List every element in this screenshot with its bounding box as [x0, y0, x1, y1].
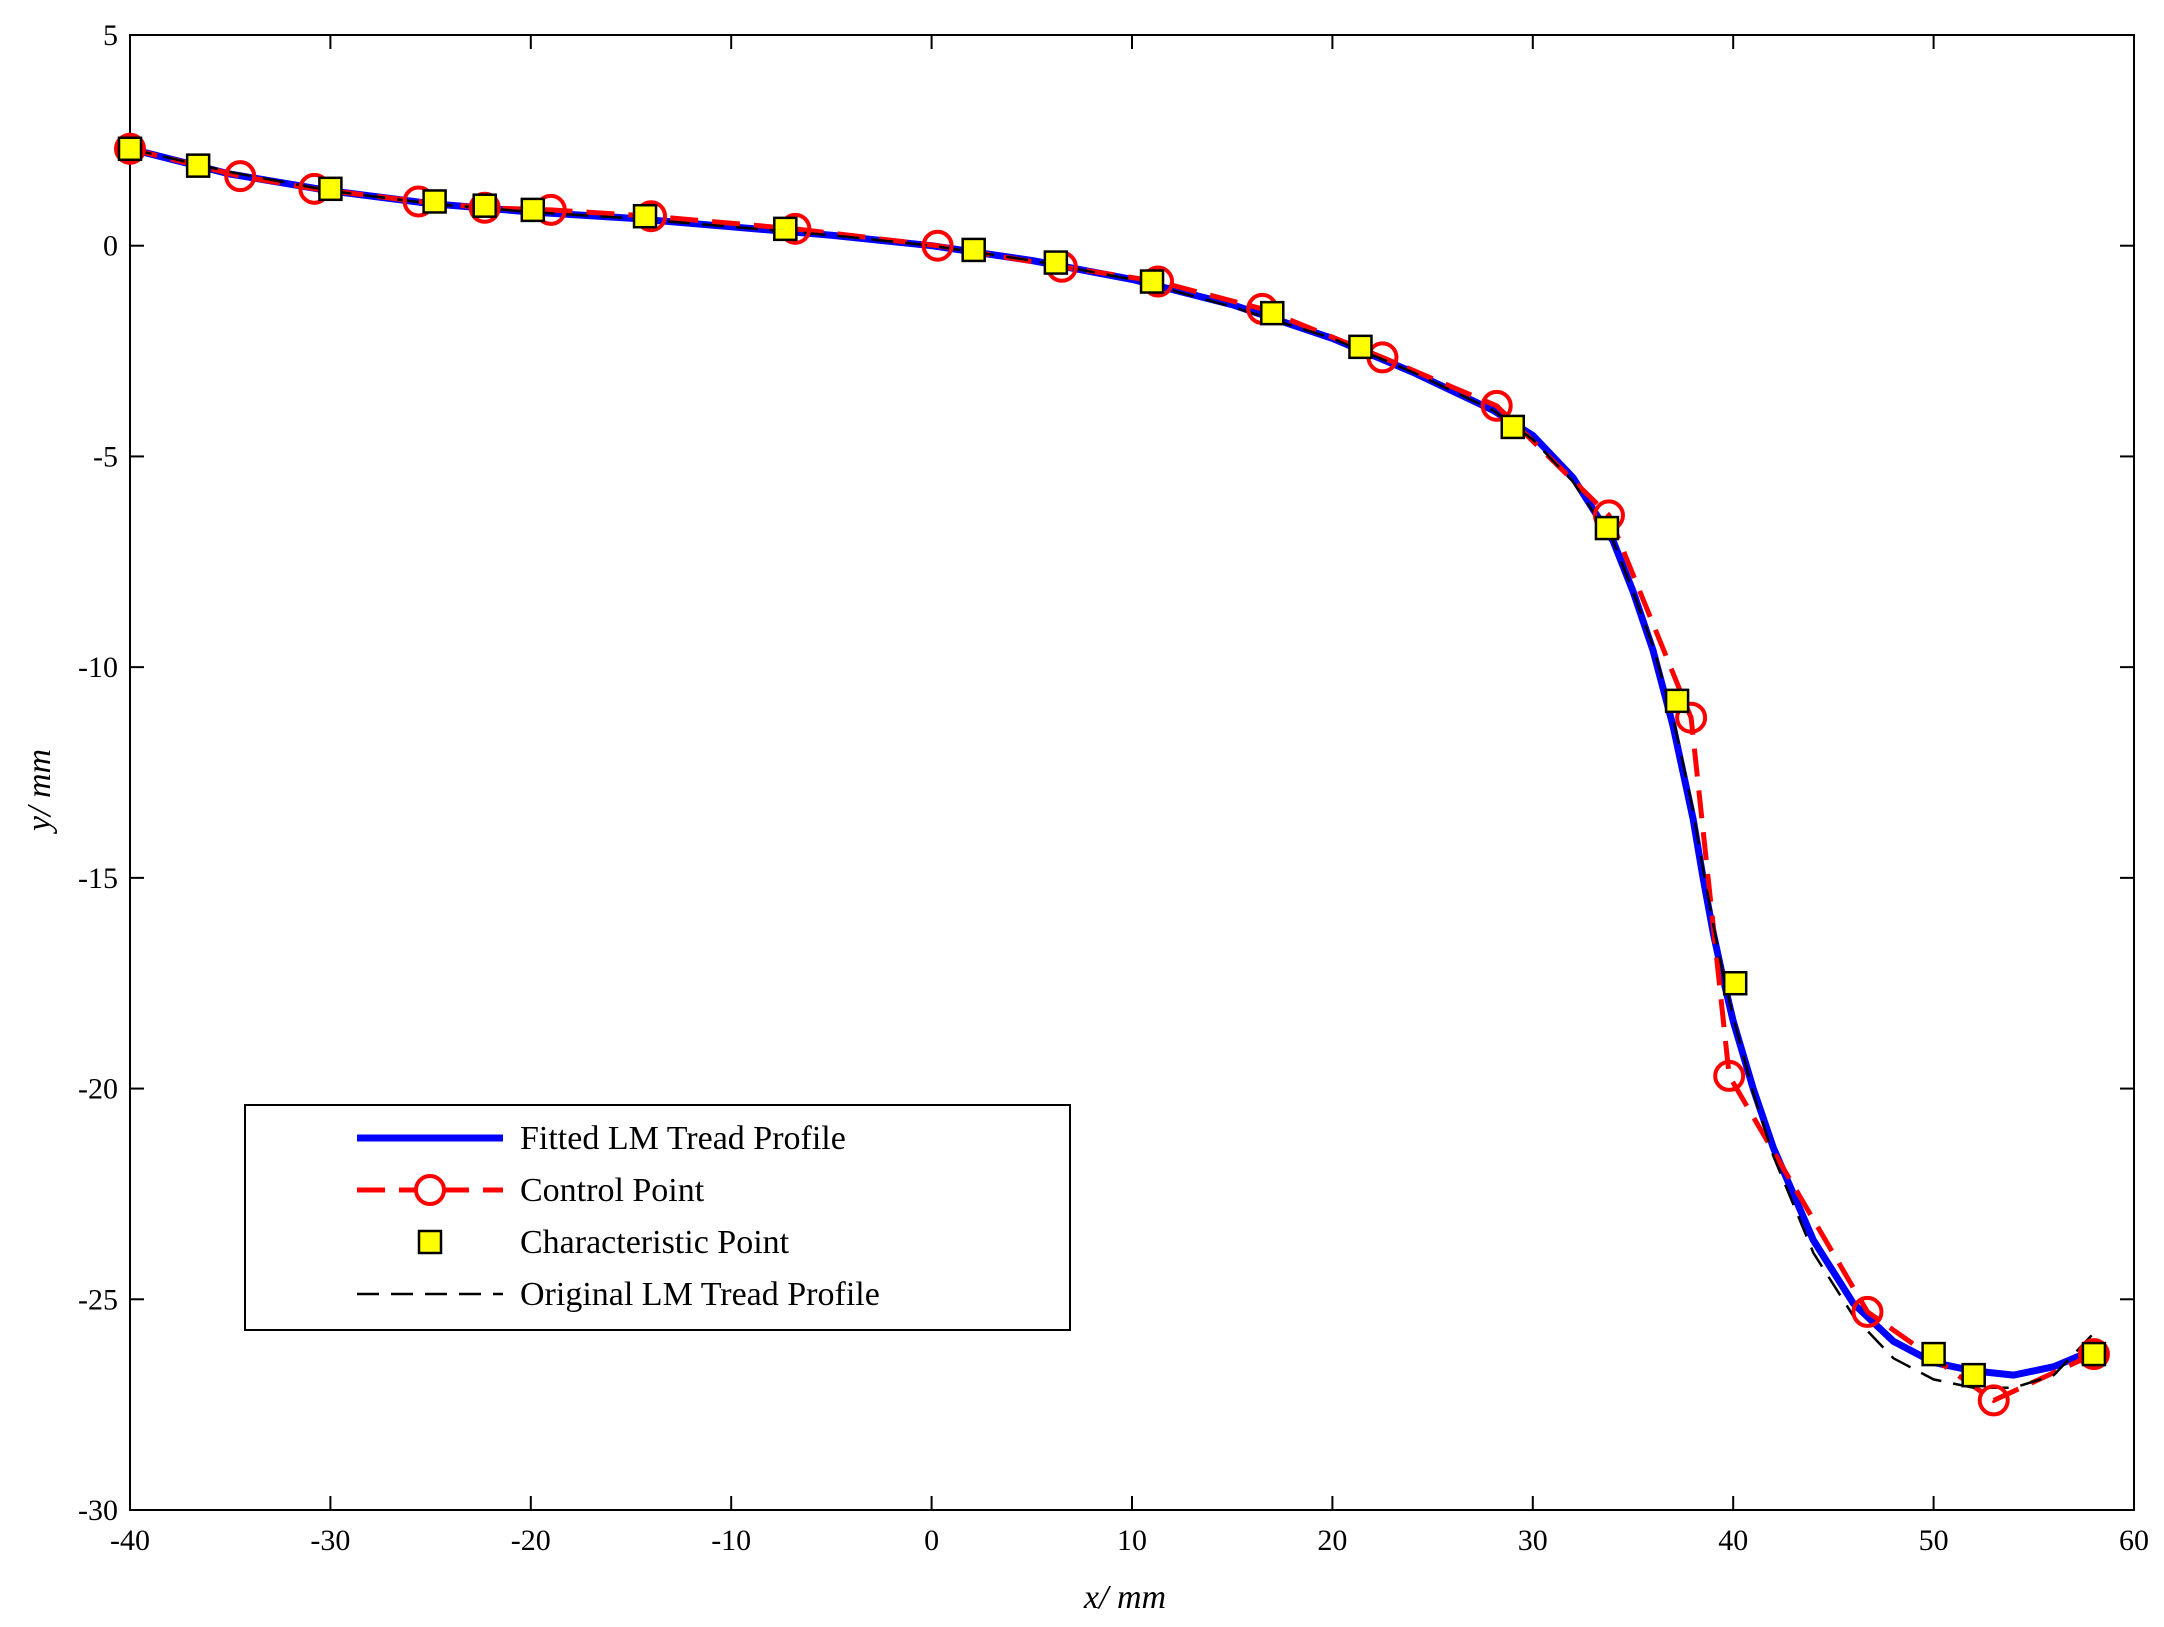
legend-entry-label: Original LM Tread Profile [520, 1276, 880, 1313]
control-point-marker [224, 160, 257, 193]
characteristic-point-marker [1348, 334, 1373, 360]
characteristic-point-marker [472, 193, 497, 218]
series-original-line [129, 147, 2095, 1390]
legend-entry-label: Fitted LM Tread Profile [520, 1120, 846, 1157]
x-tick-label: 60 [2119, 1524, 2149, 1557]
y-tick-label: -25 [78, 1283, 118, 1316]
legend-box [244, 1104, 1071, 1331]
control-point-marker [921, 229, 954, 262]
characteristic-point-marker [185, 153, 211, 178]
legend-entry-label: Control Point [520, 1172, 705, 1209]
characteristic-point-marker [1594, 515, 1620, 541]
x-tick-label: 30 [1518, 1524, 1548, 1557]
characteristic-point-marker [1664, 688, 1690, 714]
x-tick-label: 50 [1919, 1524, 1949, 1557]
y-tick-label: -15 [78, 862, 118, 895]
y-tick-label: 0 [103, 230, 118, 263]
x-tick-label: -30 [310, 1524, 350, 1557]
characteristic-point-marker [1961, 1362, 1986, 1388]
characteristic-point-marker [1043, 250, 1069, 275]
characteristic-point-marker [961, 237, 986, 263]
y-tick-label: -20 [78, 1073, 118, 1106]
control-point-marker [114, 132, 146, 165]
series-layer [114, 132, 2110, 1417]
characteristic-point-marker [632, 203, 658, 229]
characteristic-point-marker [422, 189, 447, 214]
characteristic-point-marker [117, 136, 143, 162]
x-tick-label: -10 [711, 1524, 751, 1557]
legend: Fitted LM Tread Profile Control Point Char… [244, 1104, 1071, 1331]
legend-swatch-control-marker [414, 1174, 446, 1206]
x-tick-label: -40 [110, 1524, 150, 1557]
y-tick-label: -10 [78, 651, 118, 684]
y-tick-label: -30 [78, 1494, 118, 1527]
x-tick-label: 10 [1117, 1524, 1147, 1557]
control-point-marker [1851, 1295, 1884, 1328]
x-tick-label: 40 [1718, 1524, 1748, 1557]
control-point-marker [2077, 1338, 2110, 1371]
y-tick-label: 5 [103, 19, 118, 52]
characteristic-point-marker [1500, 414, 1526, 440]
characteristic-point-marker [1921, 1341, 1946, 1367]
characteristic-point-marker [1139, 269, 1165, 294]
control-point-marker [1675, 701, 1708, 734]
y-tick-label: -5 [93, 440, 118, 473]
x-axis-label: x/ mm [1083, 1579, 1166, 1616]
characteristic-point-marker [2081, 1341, 2107, 1367]
control-point-marker [1977, 1384, 2010, 1417]
x-tick-label: 0 [924, 1524, 939, 1557]
x-tick-label: 20 [1317, 1524, 1347, 1557]
ticks-layer: -40 -30 -20 -10 0 10 20 30 40 50 6050-5-10-15-20-2… [78, 19, 2149, 1557]
legend-entry-label: Characteristic Point [520, 1224, 790, 1261]
legend-swatch-characteristic [417, 1229, 443, 1255]
control-point-marker [1713, 1059, 1746, 1092]
characteristic-point-marker [318, 176, 343, 202]
characteristic-point-marker [520, 197, 546, 223]
characteristic-point-marker [773, 216, 798, 242]
characteristic-point-marker [1722, 970, 1748, 996]
characteristic-point-marker [1260, 300, 1285, 326]
y-axis-label: y/ mm [21, 749, 58, 834]
control-point-marker [1480, 389, 1513, 422]
x-tick-label: -20 [511, 1524, 551, 1557]
